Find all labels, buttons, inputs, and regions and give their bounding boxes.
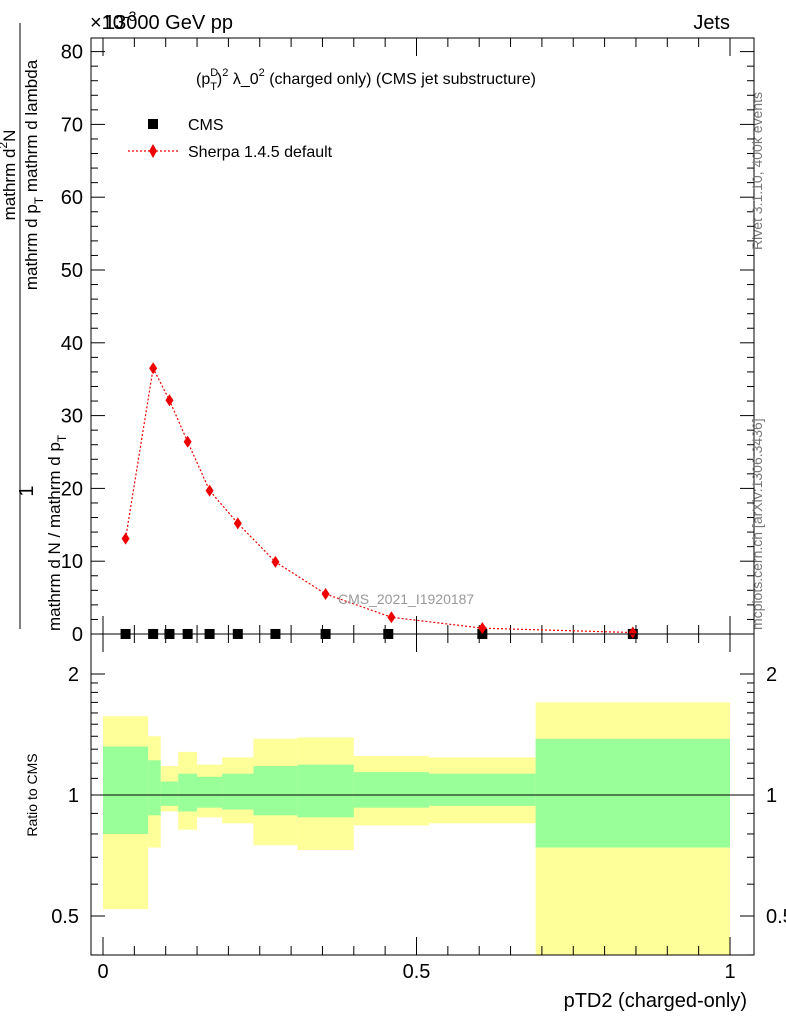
main-plot: 0 10 20 30 40 50 60 70 80 [61, 37, 755, 646]
main-y-tick-label: 70 [61, 114, 83, 136]
rivet-version-label: Rivet 3.1.10, 400k events [749, 92, 765, 250]
ratio-y-tick-label-right: 1 [766, 785, 777, 807]
y-label-denominator: mathrm d pT mathrm d lambda [22, 59, 46, 290]
ratio-y-tick-label-right: 0.5 [766, 906, 786, 928]
sherpa-data-point [149, 362, 158, 375]
main-y-tick-label: 10 [61, 551, 83, 573]
main-y-tick-label: 60 [61, 187, 83, 209]
ratio-inner-band [103, 746, 149, 834]
analysis-watermark: CMS_2021_I1920187 [338, 591, 474, 607]
ratio-x-tick-label: 0.5 [403, 961, 431, 983]
ratio-plot: 0.50.51122 00.51 [51, 633, 786, 983]
ratio-inner-band [535, 738, 730, 848]
mcplots-label: mcplots.cern.ch [arXiv:1306.3436] [749, 418, 765, 630]
sherpa-data-point [183, 435, 192, 448]
ratio-inner-band [148, 760, 161, 816]
y-label-prefix: mathrm d N / mathrm d pT [45, 434, 69, 631]
main-y-tick-label: 80 [61, 42, 83, 64]
main-y-axis: 0 10 20 30 40 50 60 70 80 [61, 42, 754, 646]
y-label-numerator: mathrm d2N [0, 130, 19, 221]
sherpa-line [124, 366, 633, 634]
legend-marker-cms [148, 119, 158, 129]
ratio-y-tick-label-left: 1 [68, 785, 79, 807]
sherpa-data-point [165, 394, 174, 407]
sherpa-data-point [205, 484, 214, 497]
ratio-inner-band [429, 773, 536, 806]
x-axis-label: pTD2 (charged-only) [564, 990, 747, 1012]
ratio-x-tick-label: 0 [97, 961, 108, 983]
sherpa-data-point [387, 611, 396, 624]
ratio-inner-band [353, 772, 430, 808]
legend-label-cms: CMS [188, 117, 224, 134]
sherpa-data-point [628, 626, 637, 639]
header-exponent: ×10-3 [90, 8, 137, 34]
main-y-tick-label: 0 [72, 624, 83, 646]
main-x-axis [102, 38, 731, 634]
ratio-inner-band [197, 776, 223, 808]
header-category-label: Jets [693, 12, 730, 34]
sherpa-data-point [271, 555, 280, 568]
legend: CMS Sherpa 1.4.5 default [128, 117, 333, 161]
main-y-axis-label: 1 mathrm d N / mathrm d pT mathrm d2N ma… [0, 23, 69, 631]
ratio-inner-band [297, 764, 354, 818]
ratio-y-axis: 0.5 0.5 1 1 2 2 [51, 664, 786, 956]
main-y-tick-label: 40 [61, 333, 83, 355]
ratio-inner-band [222, 773, 254, 810]
sherpa-data-point [478, 622, 487, 635]
main-y-tick-label: 30 [61, 406, 83, 428]
ratio-y-tick-label-left: 2 [68, 664, 79, 686]
legend-marker-sherpa [149, 144, 157, 158]
ratio-inner-band [178, 773, 198, 812]
ratio-x-tick-label: 1 [724, 961, 735, 983]
main-plot-title: (pD T)2 λ_02 (charged only) (CMS jet subs… [196, 67, 536, 93]
main-y-tick-label: 50 [61, 260, 83, 282]
header-energy-label: 13000 GeV pp [104, 12, 233, 34]
y-label-one: 1 [16, 485, 38, 496]
sherpa-data-point [321, 587, 330, 600]
ratio-y-tick-label-left: 0.5 [51, 906, 79, 928]
sherpa-data-point [233, 517, 242, 530]
main-y-tick-label: 20 [61, 478, 83, 500]
ratio-bands [103, 702, 730, 955]
ratio-y-tick-label-right: 2 [766, 664, 777, 686]
ratio-inner-band [253, 766, 298, 816]
sherpa-data-point [121, 532, 130, 545]
legend-label-sherpa: Sherpa 1.4.5 default [188, 144, 333, 161]
ratio-y-axis-label: Ratio to CMS [24, 753, 40, 836]
ratio-inner-band [160, 781, 179, 806]
ratio-x-axis: 0 0.5 1 [97, 634, 736, 983]
